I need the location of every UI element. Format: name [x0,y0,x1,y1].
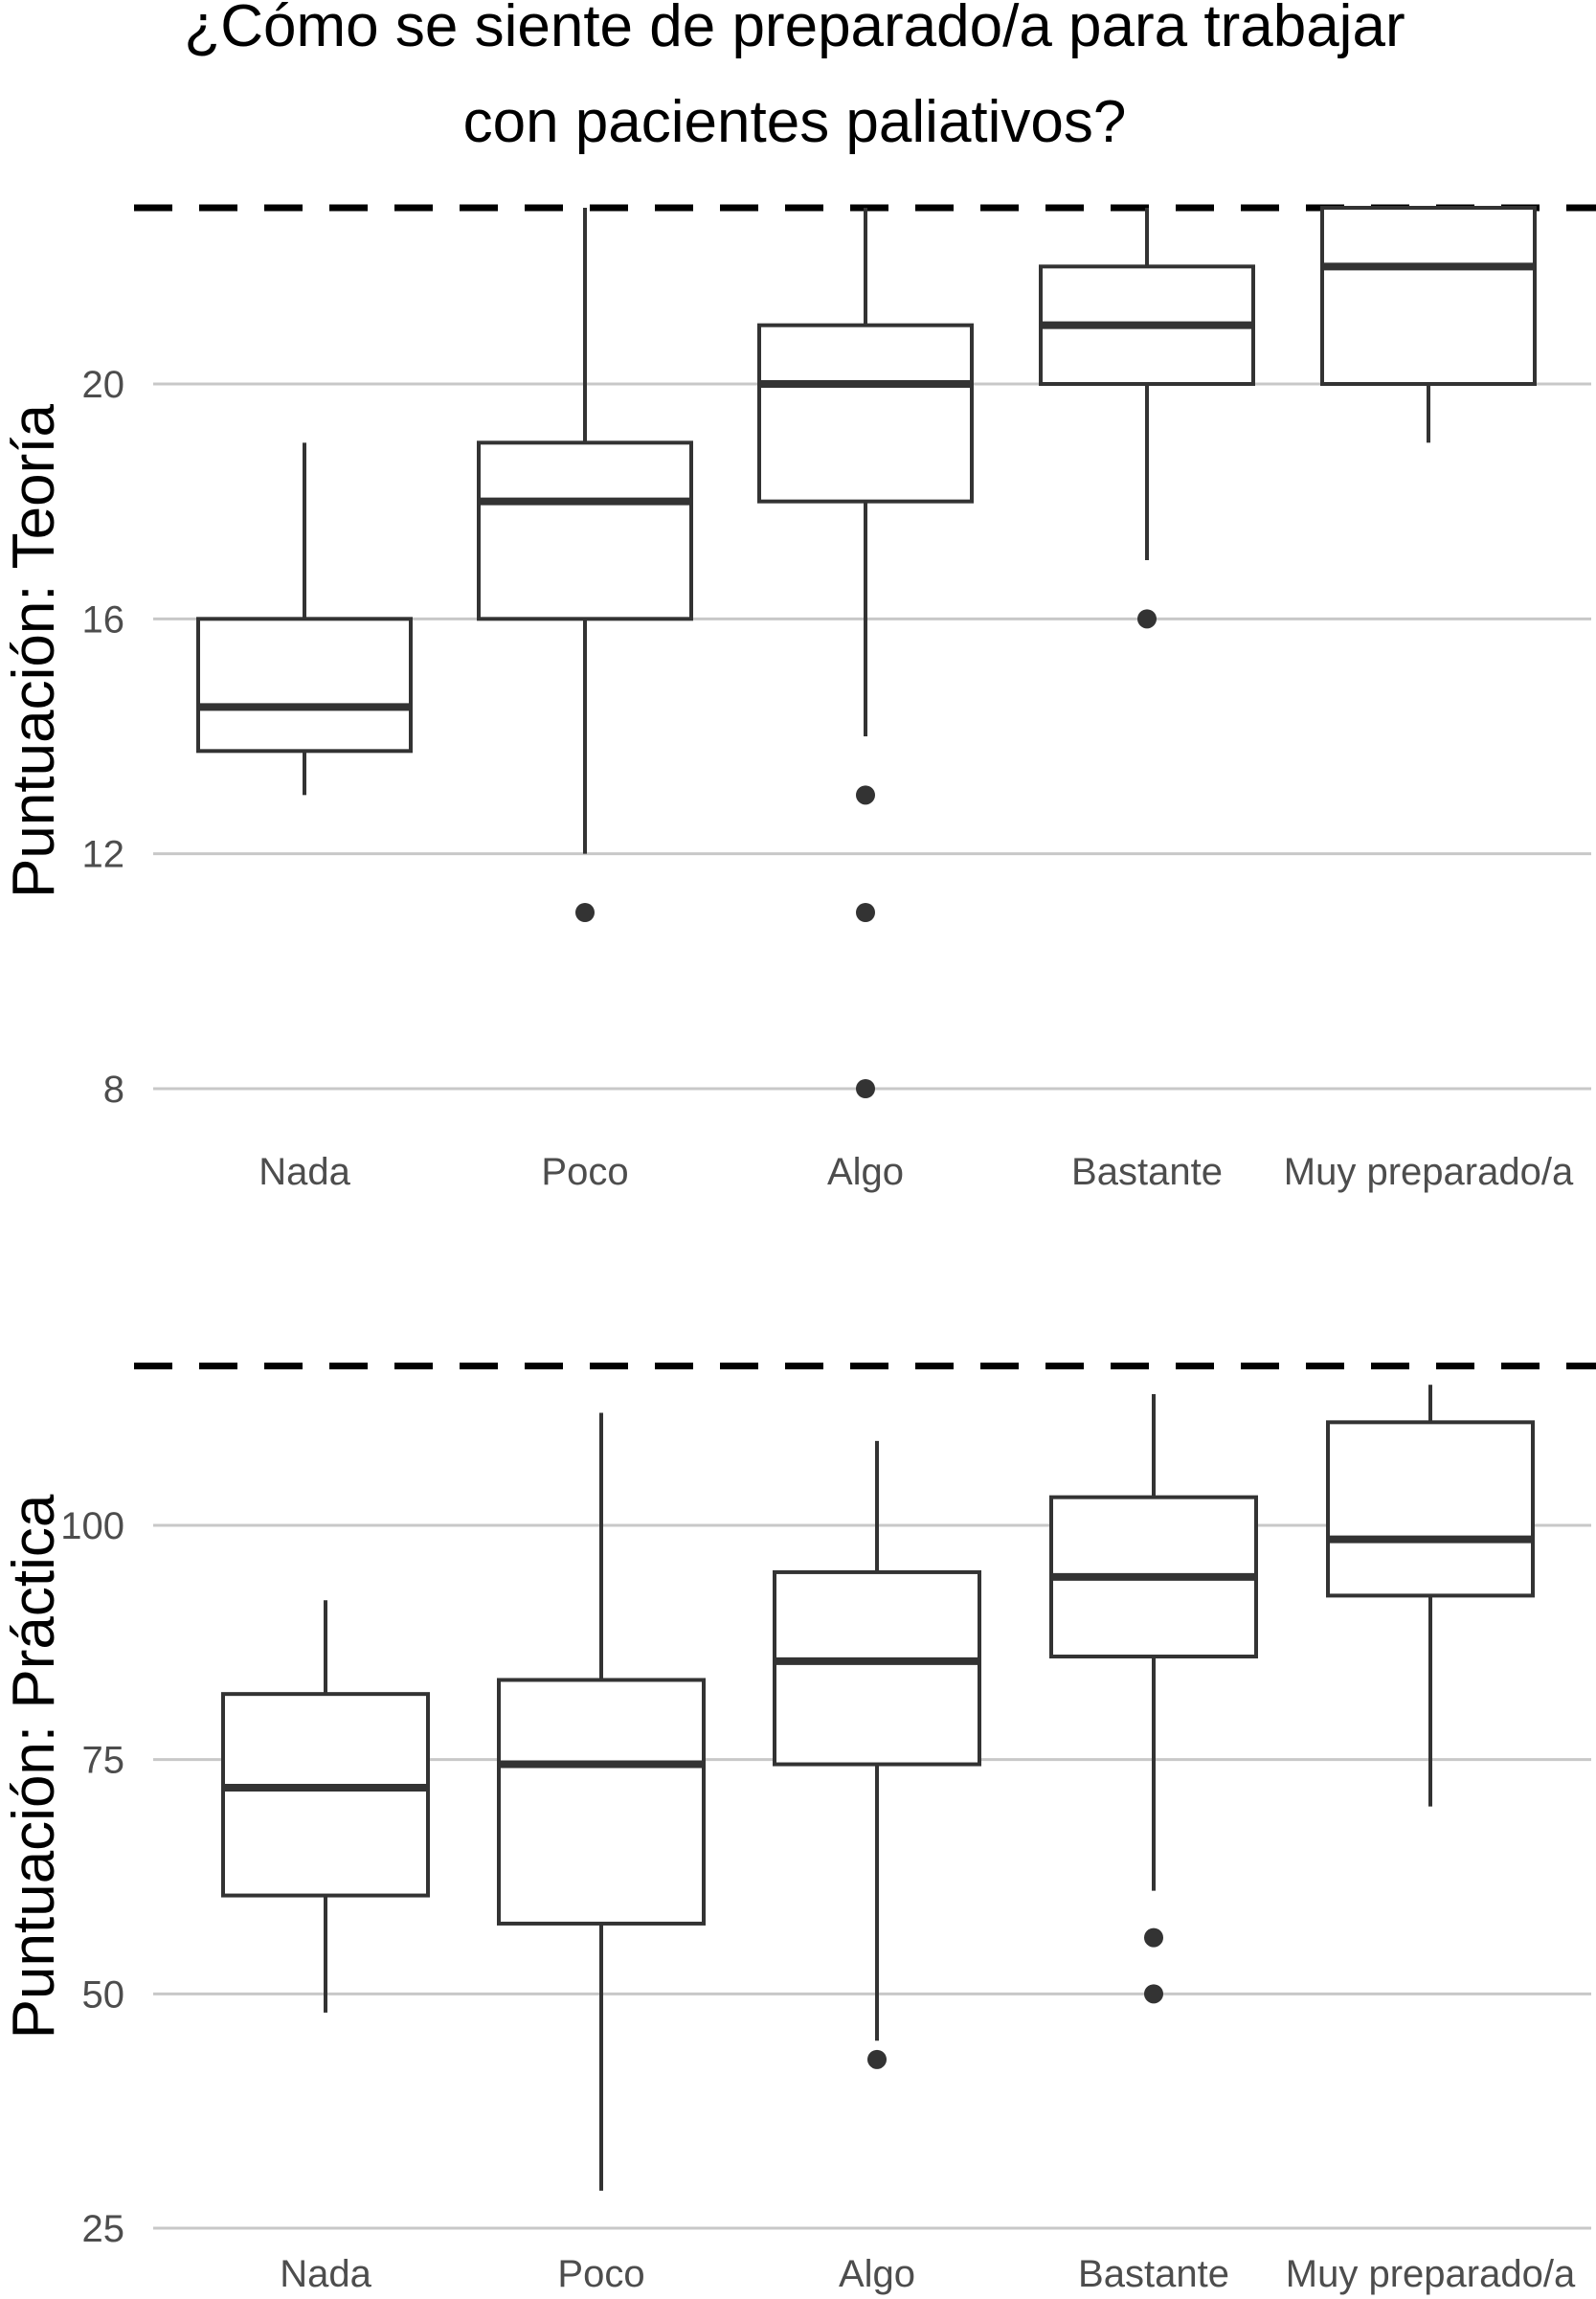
panel-1-x-tick-label-4: Bastante [1078,2253,1229,2295]
panel-0-box-3 [757,208,974,1098]
panel-1-iqr-box-5 [1326,1420,1535,1598]
panel-0-x-tick-label-3: Algo [827,1151,904,1193]
panel-0-iqr-box-3 [757,323,974,504]
panel-1-iqr-box-2 [497,1678,706,1926]
panel-1-x-tick-label-1: Nada [280,2253,371,2295]
panel-0-outlier-3-2 [856,903,875,922]
panel-0-y-tick-label-20: 20 [82,364,125,406]
panel-1-x-tick-label-2: Poco [557,2253,644,2295]
panel-1-box-1 [221,1600,430,2013]
panel-0-outlier-3-1 [856,785,875,805]
y-axis-label-practica: Puntuación: Práctica [1,1494,67,2039]
panel-0-y-tick-label-8: 8 [103,1069,124,1111]
chart-title-line-1: ¿Cómo se siente de preparado/a para trab… [184,0,1405,59]
panel-1-outlier-4-2 [1144,1984,1163,2004]
panel-0-y-tick-label-12: 12 [82,834,125,876]
panel-0-box-1 [196,442,413,796]
panel-1-box-3 [773,1440,981,2069]
panel-1-box-2 [497,1412,706,2191]
panel-0-y-tick-label-16: 16 [82,598,125,641]
panel-0-x-tick-label-1: Nada [259,1151,350,1193]
panel-1-y-tick-label-50: 50 [82,1973,125,2016]
panel-1-box-4 [1049,1393,1258,2004]
panel-1-y-tick-label-25: 25 [82,2208,125,2250]
chart-title-line-2: con pacientes paliativos? [463,89,1127,155]
panel-1-box-5 [1326,1385,1535,1807]
panel-1-outlier-4-1 [1144,1927,1163,1948]
panel-1-y-tick-label-100: 100 [60,1505,124,1547]
panel-0-box-5 [1320,206,1537,443]
panel-practica: Puntuación: Práctica 25 50 75 100 Nada Poco Al… [1,1363,1596,2295]
panel-0-x-tick-label-5: Muy preparado/a [1284,1151,1574,1193]
panel-1-iqr-box-1 [221,1692,430,1898]
panel-0-iqr-box-5 [1320,206,1537,386]
panel-1-y-tick-label-75: 75 [82,1740,125,1782]
panel-0-box-4 [1039,208,1255,629]
panel-0-outlier-4-1 [1137,609,1157,629]
panel-teoria: Puntuación: Teoría 8 12 16 20 Nada Poco Algo Ba… [1,204,1596,1193]
panel-1-x-tick-label-5: Muy preparado/a [1286,2253,1576,2295]
panel-0-x-tick-label-4: Bastante [1071,1151,1223,1193]
panel-0-outlier-3-3 [856,1079,875,1098]
panel-0-iqr-box-2 [477,440,693,621]
panel-0-outlier-2-1 [575,903,595,922]
y-axis-label-teoria: Puntuación: Teoría [1,404,67,898]
panel-1-outlier-3-1 [867,2049,887,2069]
panel-0-iqr-box-1 [196,617,413,754]
panel-1-x-tick-label-3: Algo [839,2253,915,2295]
panel-1-iqr-box-3 [773,1569,981,1767]
panel-0-box-2 [477,208,693,922]
panel-0-x-tick-label-2: Poco [541,1151,628,1193]
